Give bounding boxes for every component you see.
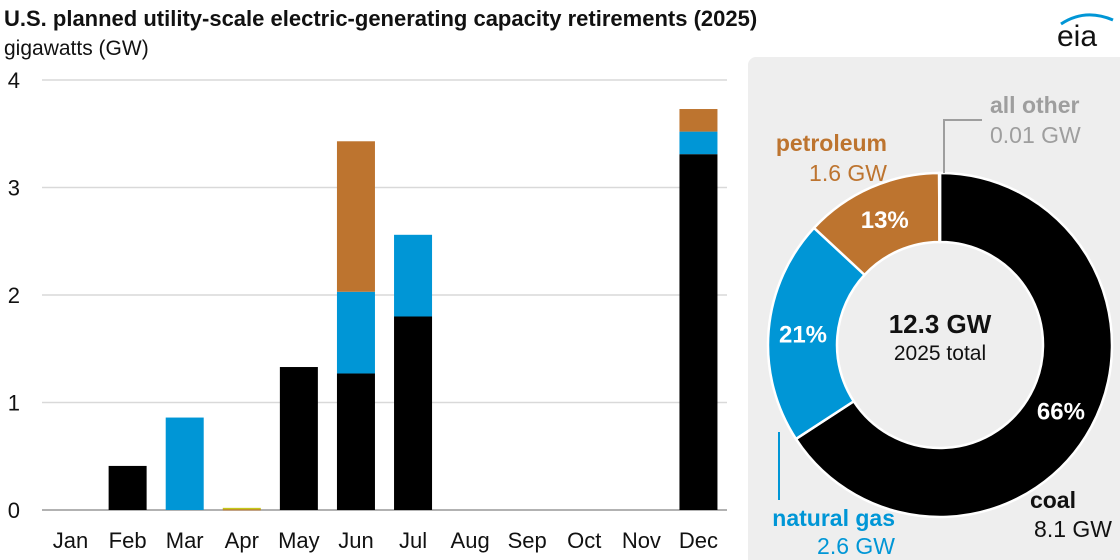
x-tick-label: Mar [166, 528, 204, 553]
bar-coal-dec [679, 154, 718, 511]
leader-line-all-other [943, 119, 982, 173]
x-tick-label: Nov [622, 528, 661, 553]
y-axis-unit-label: gigawatts (GW) [4, 37, 149, 60]
eia-logo-text: eia [1057, 20, 1097, 50]
x-tick-label: Sep [508, 528, 547, 553]
bar-coal-feb [108, 465, 147, 510]
y-tick-label: 2 [8, 283, 20, 308]
x-tick-label: Jul [399, 528, 427, 553]
chart-title: U.S. planned utility-scale electric-gene… [4, 6, 758, 31]
center-total-label: 2025 total [894, 342, 986, 365]
percent-label-natural-gas: 21% [779, 321, 827, 348]
x-tick-label: May [278, 528, 320, 553]
bar-natural-gas-mar [165, 417, 204, 510]
percent-label-coal: 66% [1037, 398, 1085, 425]
legend-label-coal: coal [1030, 487, 1076, 513]
bar-natural-gas-jul [394, 234, 433, 317]
center-total-value: 12.3 GW [889, 309, 992, 339]
eia-logo: eia [1057, 13, 1114, 50]
x-tick-label: Jan [53, 528, 88, 553]
y-tick-label: 4 [8, 68, 20, 93]
bar-all-other-apr [222, 507, 261, 510]
x-tick-label: Apr [225, 528, 259, 553]
bar-petroleum-apr [222, 508, 261, 511]
x-tick-label: Aug [451, 528, 490, 553]
x-tick-label: Dec [679, 528, 718, 553]
legend-label-all-other: all other [990, 92, 1080, 118]
x-tick-label: Feb [109, 528, 147, 553]
legend-label-petroleum: petroleum [776, 130, 887, 156]
bar-natural-gas-jun [336, 291, 375, 374]
legend-value-all-other: 0.01 GW [990, 122, 1081, 148]
bar-coal-may [279, 367, 318, 510]
y-tick-label: 3 [8, 176, 20, 201]
bar-chart: 0 1 2 3 4 Jan Feb Mar Apr May Jun Jul Aug Sep Oct Nov De… [8, 68, 727, 553]
legend-value-coal: 8.1 GW [1034, 516, 1112, 542]
x-tick-label: Oct [567, 528, 601, 553]
donut-slice-all-other [937, 171, 942, 244]
x-tick-label: Jun [338, 528, 373, 553]
legend-value-petroleum: 1.6 GW [809, 160, 887, 186]
legend-value-natural-gas: 2.6 GW [817, 533, 895, 559]
bar-coal-jul [394, 316, 433, 510]
bar-petroleum-dec [679, 109, 718, 132]
bar-natural-gas-dec [679, 131, 718, 155]
y-tick-label: 1 [8, 391, 20, 416]
bar-coal-jun [336, 373, 375, 510]
percent-label-petroleum: 13% [861, 207, 909, 234]
y-tick-label: 0 [8, 498, 20, 523]
donut-slice-coal [794, 171, 1114, 519]
bar-petroleum-jun [336, 141, 375, 292]
legend-label-natural-gas: natural gas [772, 505, 895, 531]
